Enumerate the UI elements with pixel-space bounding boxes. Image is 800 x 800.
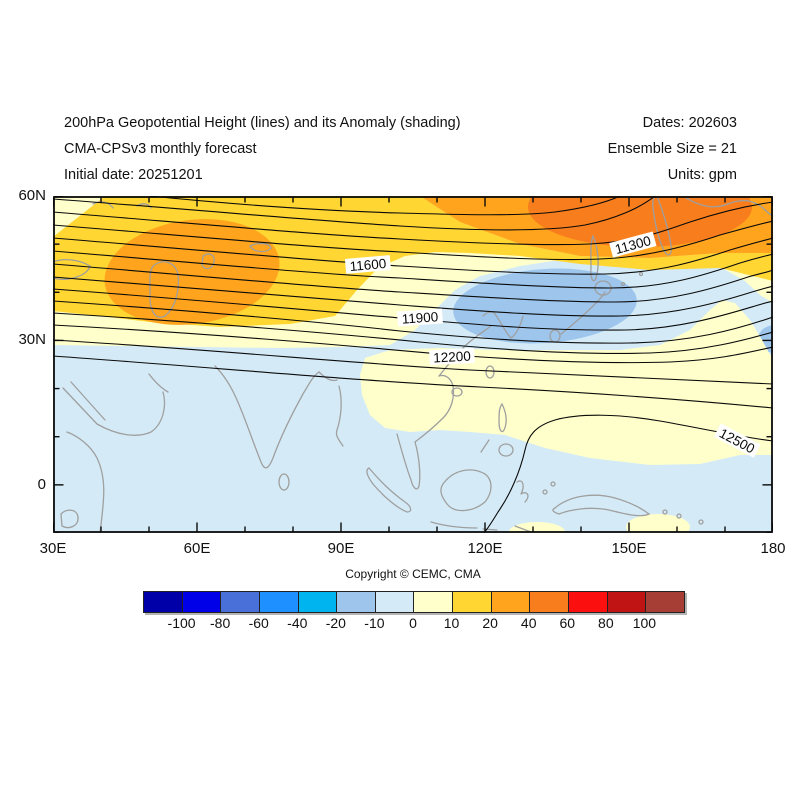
colorbar-cell-11 [569, 592, 608, 612]
lon-label-150E: 150E [611, 540, 647, 557]
colorbar-cell-13 [646, 592, 684, 612]
shade-pale-yellow-southeast [360, 300, 773, 465]
colorbar-tick--80: -80 [210, 615, 231, 631]
initial-date: Initial date: 20251201 [64, 167, 203, 183]
map-frame [53, 196, 773, 533]
contour-label-text: 11900 [401, 309, 439, 327]
colorbar-cell-6 [375, 592, 415, 612]
anomaly-colorbar [143, 591, 685, 613]
shade-pale-yellow-solomon [626, 514, 690, 533]
lon-label-30E: 30E [39, 540, 67, 557]
units-label: Units: gpm [667, 167, 737, 183]
contour-label-box [344, 255, 392, 274]
colorbar-cell-3 [259, 592, 299, 612]
contour-label-box [713, 423, 761, 458]
valid-dates: Dates: 202603 [642, 115, 737, 131]
ensemble-size: Ensemble Size = 21 [607, 141, 737, 157]
colorbar-cell-9 [491, 592, 531, 612]
colorbar-tick-20: 20 [482, 615, 498, 631]
contour-label-box [429, 347, 475, 366]
colorbar-tick--10: -10 [364, 615, 385, 631]
contour-label-box [396, 308, 443, 327]
contour-label: 11600 [344, 255, 392, 274]
shade-deep-orange-okhotsk [528, 196, 752, 247]
colorbar-tick--60: -60 [248, 615, 269, 631]
colorbar-tick-100: 100 [632, 615, 657, 631]
shade-pale-yellow-newguinea [509, 522, 565, 533]
colorbar-cell-2 [221, 592, 260, 612]
model-name: CMA-CPSv3 monthly forecast [64, 141, 257, 157]
colorbar-tick--20: -20 [325, 615, 346, 631]
contour-label: 11900 [396, 308, 443, 327]
axis-ticks [52, 195, 774, 534]
colorbar-tick-0: 0 [409, 615, 417, 631]
contour-label-text: 12200 [433, 349, 471, 366]
colorbar-tick-60: 60 [559, 615, 576, 631]
colorbar-cell-12 [607, 592, 647, 612]
lon-label-120E: 120E [467, 540, 503, 557]
plot-title: 200hPa Geopotential Height (lines) and i… [64, 115, 461, 131]
colorbar-tick--40: -40 [287, 615, 308, 631]
colorbar-cell-1 [182, 592, 222, 612]
map-panel: 11300 11600 11900 12200 12500 [52, 195, 774, 534]
colorbar-tick-80: 80 [598, 615, 614, 631]
colorbar-cell-10 [530, 592, 570, 612]
title-block-right: Dates: 202603 Ensemble Size = 21 Units: … [608, 110, 737, 188]
lon-label-180: 180 [760, 540, 786, 557]
lat-label-30N: 30N [18, 331, 46, 349]
colorbar-cell-0 [144, 592, 183, 612]
lat-label-60N: 60N [18, 187, 46, 204]
lon-label-60E: 60E [183, 540, 211, 557]
colorbar-cell-4 [298, 592, 338, 612]
colorbar-cell-7 [414, 592, 454, 612]
contour-label-box [609, 231, 657, 258]
colorbar-cell-8 [453, 592, 492, 612]
title-block-left: 200hPa Geopotential Height (lines) and i… [64, 110, 461, 188]
height-contour-lines [53, 196, 773, 533]
colorbar-tick--100: -100 [167, 615, 196, 631]
colorbar-tick-10: 10 [443, 615, 460, 631]
coastlines [53, 196, 773, 533]
colorbar-tick-40: 40 [520, 615, 537, 631]
contour-label: 12200 [429, 347, 475, 366]
copyright-text: Copyright © CEMC, CMA [345, 567, 481, 581]
colorbar-cell-5 [337, 592, 376, 612]
lat-label-0: 0 [37, 475, 46, 493]
contour-label-text: 11600 [349, 256, 387, 274]
lon-label-90E: 90E [327, 540, 355, 557]
anomaly-shading-layer [53, 196, 773, 533]
